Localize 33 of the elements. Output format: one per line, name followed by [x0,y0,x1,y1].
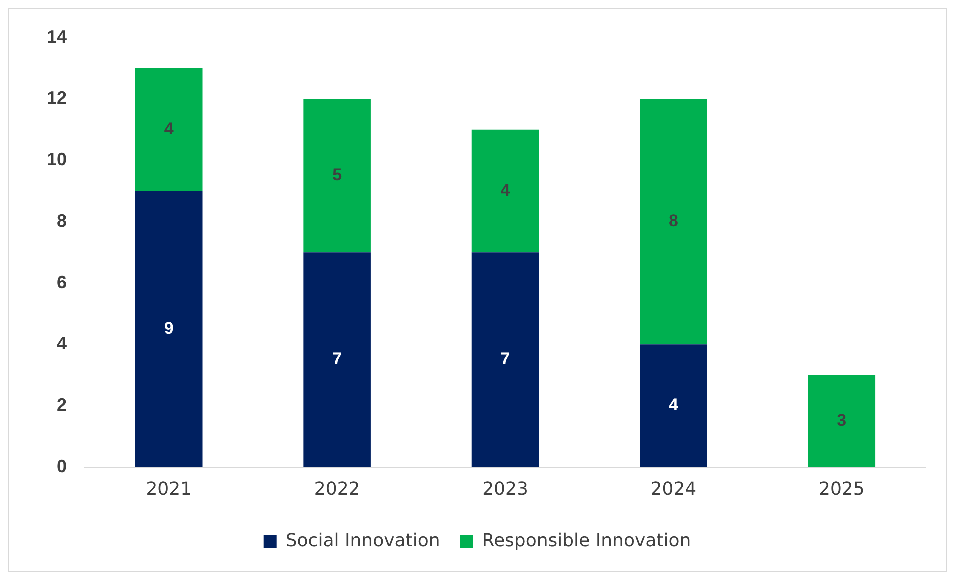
x-tick-label: 2025 [818,478,865,500]
bar [135,68,203,192]
y-tick-label: 0 [57,456,68,476]
bar [472,252,540,468]
data-label: 4 [668,396,679,415]
x-tick-label: 2022 [314,478,360,500]
y-tick-label: 6 [57,272,68,292]
bar [808,375,876,468]
data-label: 4 [164,120,174,139]
bar [135,191,203,468]
data-label: 9 [164,319,174,338]
data-label: 5 [332,166,342,185]
data-label: 4 [500,180,511,200]
bar [640,344,708,468]
bar [640,99,708,345]
y-tick-label: 4 [57,334,68,354]
y-tick-label: 10 [46,150,68,170]
legend-label: Social Innovation [286,530,440,552]
bar [304,99,371,253]
bar [304,252,371,468]
y-tick-label: 2 [57,394,68,415]
data-label: 7 [332,350,342,369]
y-tick-label: 12 [46,88,68,108]
data-label: 7 [500,350,510,369]
y-tick-label: 14 [46,26,68,47]
y-tick-label: 8 [57,210,68,231]
bar [472,130,540,253]
x-tick-label: 2024 [650,478,697,500]
x-tick-label: 2023 [482,478,528,500]
data-label: 3 [837,411,847,430]
legend-label: Responsible Innovation [482,530,692,552]
data-label: 8 [668,212,678,231]
x-tick-label: 2021 [146,478,192,500]
